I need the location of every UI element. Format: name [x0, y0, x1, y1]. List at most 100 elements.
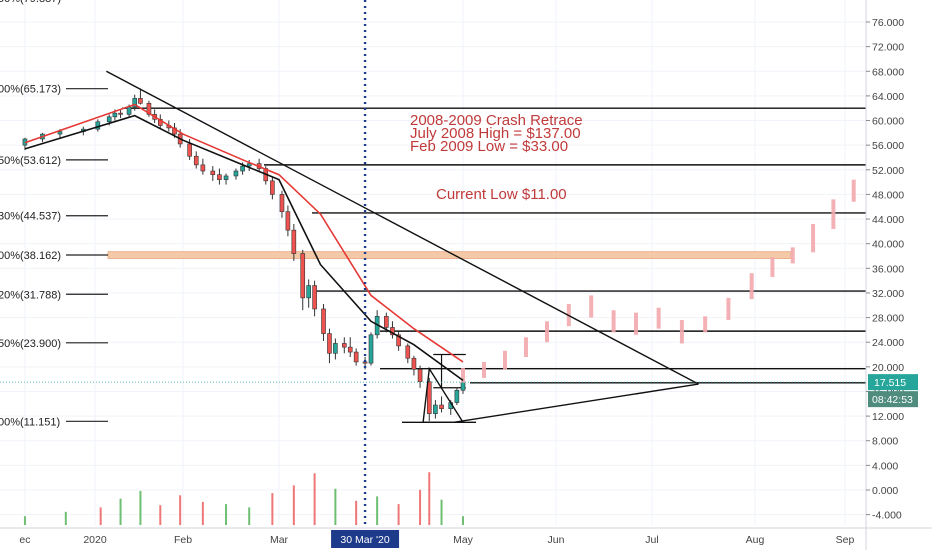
candle-body	[291, 229, 297, 254]
candle-body	[417, 369, 423, 382]
y-tick-label: 48.000	[872, 189, 904, 201]
candle-body	[106, 116, 112, 123]
volume-bar	[462, 516, 464, 525]
volume-bar	[292, 485, 295, 525]
x-tick-label: Mar	[270, 534, 289, 546]
fib-label: 20%(31.788)	[0, 289, 61, 301]
candle-body	[138, 98, 143, 104]
candle-body	[362, 361, 368, 364]
fib-label: 50%(53.612)	[0, 155, 61, 167]
volume-bar	[119, 498, 122, 525]
fib-label: 00%(38.162)	[0, 250, 61, 262]
projection-bar	[811, 223, 816, 253]
candle-body	[341, 343, 347, 348]
y-tick-label: 20.000	[872, 362, 904, 374]
volume-bar	[419, 489, 422, 525]
x-tick-label: May	[453, 534, 474, 546]
candle-body	[300, 253, 306, 299]
projection-bar	[770, 257, 775, 277]
candle-body	[279, 194, 285, 212]
candle-body	[193, 155, 199, 166]
candle-body	[312, 285, 317, 310]
last-price-label: 17.515	[874, 377, 906, 389]
candle-body	[426, 381, 432, 414]
projection-bar	[831, 199, 836, 229]
x-tick-label: 2020	[83, 534, 107, 546]
projection-bar	[545, 321, 549, 343]
x-tick-label: Aug	[746, 534, 765, 546]
candle-body	[460, 381, 466, 391]
x-tick-label: Feb	[174, 534, 192, 546]
volume-bar	[376, 496, 379, 525]
candle-body	[327, 333, 332, 354]
cursor-layer	[0, 0, 866, 528]
candle-body	[333, 343, 338, 354]
candle-body	[240, 165, 245, 172]
y-tick-label: 60.000	[872, 116, 904, 128]
x-tick-label: ec	[19, 534, 30, 546]
fib-label: 00%(79.887)	[0, 0, 61, 5]
volume-bar	[355, 500, 358, 525]
volume-bar	[99, 507, 102, 525]
volume-bar	[271, 493, 274, 525]
projection-bar	[703, 316, 708, 333]
candle-body	[411, 357, 417, 370]
volume-bar	[179, 495, 182, 525]
candle-body	[210, 170, 216, 176]
x-tick-label: Jul	[645, 534, 658, 546]
volume-bar	[64, 511, 67, 525]
moving-average-line	[24, 103, 464, 363]
y-tick-label: 4.000	[872, 460, 898, 472]
candle-body	[405, 345, 411, 359]
volume-bar	[440, 499, 443, 525]
horizontal-levels-layer	[122, 107, 866, 384]
candle-body	[187, 143, 192, 157]
y-tick-label: 32.000	[872, 288, 904, 300]
projection-bar	[656, 307, 661, 329]
candle-body	[396, 334, 401, 347]
fib-label: 00%(65.173)	[0, 84, 61, 96]
candle-body	[270, 180, 275, 195]
annotation-feb-2009-low: Feb 2009 Low = $33.00	[410, 138, 568, 155]
projection-bar	[851, 179, 856, 202]
annotation-july-2008-high: July 2008 High = $137.00	[410, 125, 581, 142]
y-tick-label: 12.000	[872, 411, 904, 423]
annotation-current-low: Current Low $11.00	[436, 186, 567, 203]
volume-layer	[23, 472, 464, 525]
volume-bar	[248, 507, 251, 525]
y-tick-label: 0.000	[872, 485, 898, 497]
projection-bar	[726, 297, 731, 321]
candle-body	[454, 389, 460, 403]
fib-label: 50%(23.900)	[0, 338, 61, 350]
volume-bar	[428, 472, 431, 525]
candle-body	[200, 164, 206, 172]
candle-body	[439, 404, 444, 410]
volume-bar	[334, 488, 337, 525]
candle-body	[223, 175, 229, 180]
y-tick-label: 40.000	[872, 239, 904, 251]
volume-bar	[225, 504, 228, 525]
projection-bar	[611, 310, 616, 333]
candle-body	[132, 98, 138, 108]
y-tick-label: 36.000	[872, 263, 904, 275]
projection-bar	[482, 361, 486, 378]
moving-average-line	[24, 114, 464, 382]
projection-bar	[749, 273, 754, 300]
y-tick-label: 76.000	[872, 17, 904, 29]
projection-bar	[679, 320, 684, 344]
moving-average-layer	[24, 103, 464, 382]
candle-body	[433, 404, 438, 414]
fib-labels-layer: 00%(79.887) 00%(65.173) 50%(53.612) 30%(44.…	[0, 0, 108, 428]
candle-body	[146, 102, 152, 115]
volume-bar	[23, 516, 26, 525]
projection-bar	[790, 247, 795, 264]
projection-bar	[503, 350, 507, 370]
trendline	[453, 383, 699, 423]
price-tags-layer: 30 Mar '20 17.515 08:42:53	[331, 374, 918, 548]
y-tick-label: 56.000	[872, 140, 904, 152]
candle-body	[285, 211, 291, 231]
y-tick-label: 8.000	[872, 436, 898, 448]
cursor-date-label: 30 Mar '20	[340, 534, 389, 546]
fib-label: 00%(11.151)	[0, 416, 60, 428]
